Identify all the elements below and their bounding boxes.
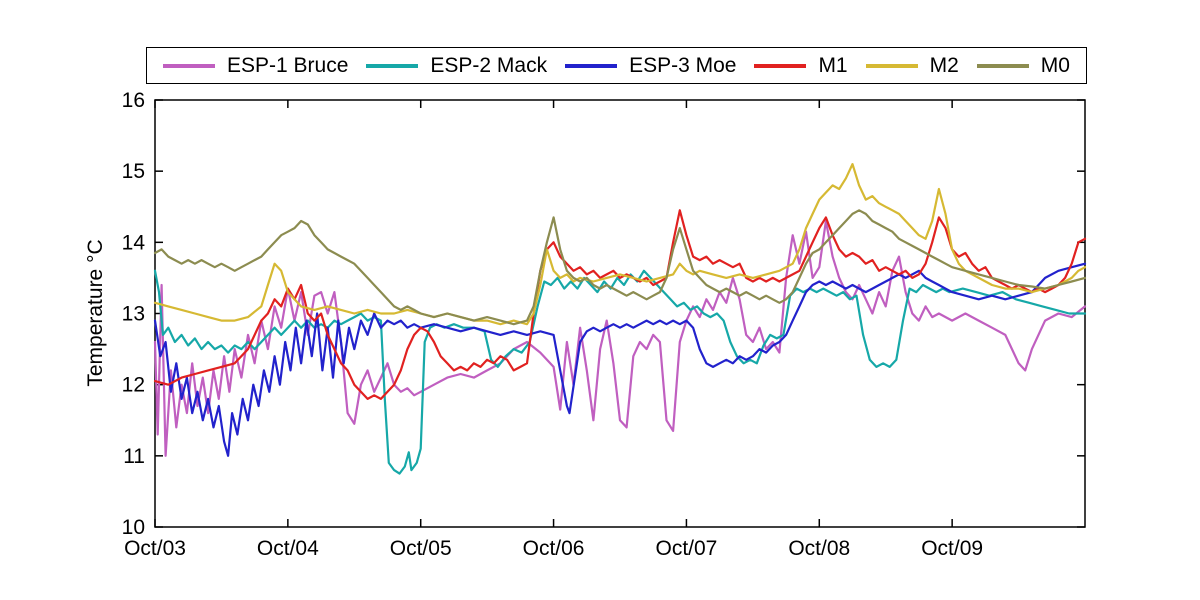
legend-swatch-esp-1-bruce [163, 63, 215, 68]
y-tick-label: 16 [122, 89, 145, 112]
series-line-m1 [153, 209, 1087, 400]
x-tick-label: Oct/06 [523, 537, 585, 560]
legend-swatch-m2 [865, 63, 918, 68]
legend-swatch-esp-2-mack [366, 63, 419, 68]
legend-swatch-esp-3-moe [565, 63, 618, 68]
legend-label-m2: M2 [929, 54, 959, 77]
y-tick-label: 14 [122, 231, 146, 254]
y-tick-label: 10 [122, 516, 145, 539]
x-tick-label: Oct/07 [655, 537, 717, 560]
legend-item-esp-3-moe: ESP-3 Moe [565, 55, 736, 76]
series-line-esp-3-moe [153, 262, 1087, 457]
legend-item-m0: M0 [976, 54, 1070, 77]
y-tick-label: 15 [122, 160, 145, 183]
legend-swatch-m0 [976, 63, 1029, 68]
legend-item-esp-1-bruce: ESP-1 Bruce [163, 55, 348, 76]
y-tick-label: 12 [122, 374, 145, 397]
legend-label-m0: M0 [1040, 54, 1070, 77]
x-tick-label: Oct/04 [257, 537, 319, 560]
legend-swatch-m1 [754, 63, 807, 68]
series-line-m0 [153, 209, 1087, 326]
x-tick-label: Oct/09 [921, 537, 983, 560]
legend-label-esp-2-mack: ESP-2 Mack [430, 54, 548, 77]
legend-label-m1: M1 [818, 54, 848, 77]
series-line-esp-2-mack [153, 269, 1087, 475]
legend-item-m2: M2 [865, 54, 959, 77]
series-line-m2 [153, 163, 1087, 326]
legend-label-esp-1-bruce: ESP-1 Bruce [227, 54, 349, 77]
x-tick-label: Oct/05 [390, 537, 452, 560]
legend: ESP-1 Bruce ESP-2 Mack ESP-3 Moe M1 M2 M0 [146, 47, 1087, 84]
legend-item-esp-2-mack: ESP-2 Mack [366, 55, 547, 76]
x-tick-label: Oct/03 [124, 537, 186, 560]
y-tick-label: 13 [122, 303, 145, 326]
series-line-esp-1-bruce [153, 219, 1087, 457]
x-tick-label: Oct/08 [788, 537, 850, 560]
legend-item-m1: M1 [754, 54, 848, 77]
y-tick-label: 11 [123, 445, 145, 468]
axes-box [154, 99, 1086, 528]
legend-label-esp-3-moe: ESP-3 Moe [629, 54, 737, 77]
